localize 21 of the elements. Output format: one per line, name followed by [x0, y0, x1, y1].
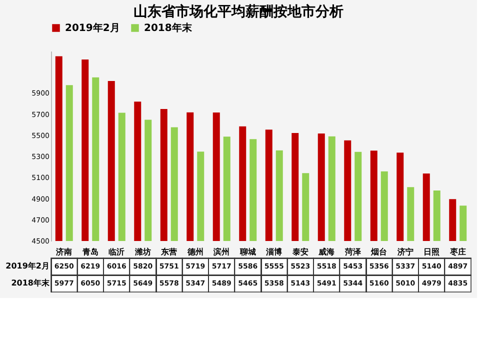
- chart-title: 山东省市场化平均薪酬按地市分析: [133, 3, 344, 20]
- x-tick-label: 济宁: [396, 246, 414, 256]
- x-tick-label: 泰安: [291, 246, 308, 256]
- x-tick-label: 德州: [186, 248, 204, 256]
- x-tick-label: 菏泽: [344, 248, 362, 256]
- x-tick-label: 枣庄: [448, 246, 466, 256]
- x-tick-label: 青岛: [81, 248, 98, 256]
- text: 2018年末: [11, 278, 50, 288]
- x-tick-label: 临沂: [108, 248, 125, 256]
- legend-label: 2018年末: [144, 22, 193, 34]
- x-tick-label: 滨州: [212, 246, 230, 256]
- x-tick-label: 淄博: [265, 248, 282, 256]
- x-tick-label: 济南: [55, 246, 72, 256]
- text: 2019年2月: [6, 262, 50, 270]
- x-tick-label: 东营: [160, 248, 178, 256]
- x-tick-label: 潍坊: [134, 248, 151, 256]
- legend-label: 2019年2月: [65, 22, 120, 34]
- x-tick-label: 聊城: [238, 248, 256, 256]
- x-tick-label: 日照: [424, 248, 440, 256]
- x-tick-label: 烟台: [370, 248, 388, 256]
- x-tick-label: 威海: [318, 248, 335, 256]
